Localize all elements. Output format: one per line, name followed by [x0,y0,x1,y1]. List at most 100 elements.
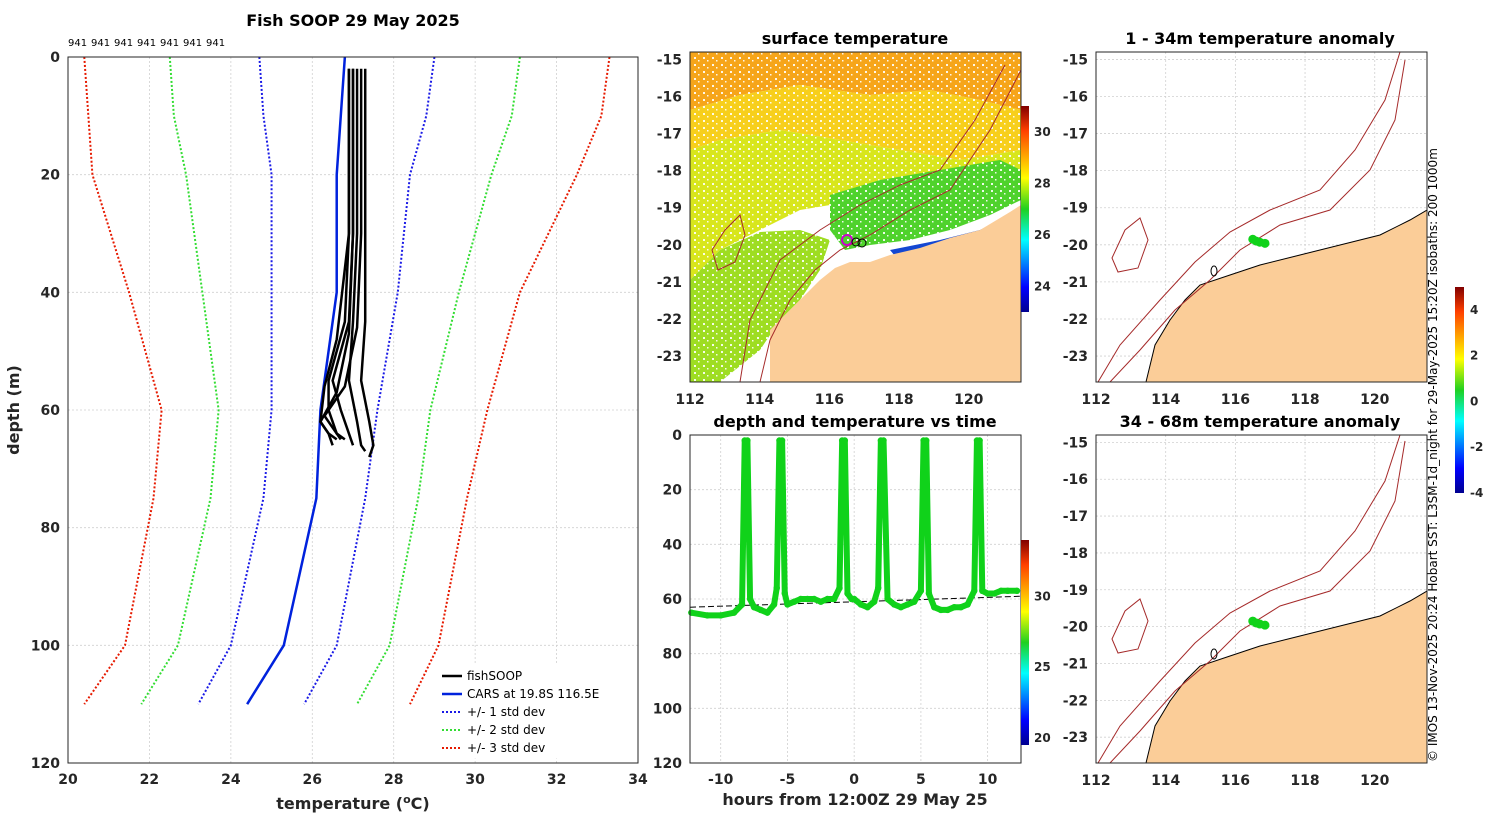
anomaly-1-isobath-1000 [1097,52,1401,382]
x-tick-label: -5 [780,772,796,788]
legend-label: +/- 2 std dev [467,723,545,737]
profile-id-label: 941 [68,38,87,49]
depth-time-point [841,437,849,444]
x-tick-label: 118 [1290,773,1319,789]
y-tick-label: -23 [1063,730,1088,746]
depth-time-point [790,598,798,605]
legend-label: +/- 3 std dev [467,741,545,755]
anomaly-2-island [1210,648,1218,660]
x-tick-label: 116 [815,392,844,408]
anomaly-1-ticks: 112 114 116 118 120 -15 -16 -17 -18 -19 -20 -21 -22 -… [1063,52,1390,408]
depth-time-colorbar [1021,540,1029,745]
anomaly-2-coastline [1145,590,1427,763]
depth-time-point [904,601,911,608]
x-tick-label: 120 [1360,392,1389,408]
profile-id-label: 941 [114,38,133,49]
credit-text: © IMOS 13-Nov-2025 20:24 Hobart SST: L3S… [1426,148,1440,762]
depth-time-point [717,612,724,619]
depth-time-panel: depth and temperature vs time -10 -5 0 5 100… [653,412,1051,809]
y-tick-label: -23 [1063,349,1088,365]
anomaly-2-title: 34 - 68m temperature anomaly [1120,412,1401,431]
y-tick-label: 120 [653,756,682,772]
series-line [83,56,163,705]
sst-colorbar-tick: 30 [1034,125,1051,139]
anomaly-2-axes-frame [1095,434,1428,764]
depth-time-point [984,590,991,597]
depth-time-colorbar-tick: 25 [1034,660,1051,674]
y-tick-label: 120 [31,756,60,772]
anomaly-colorbar-ticks: 4 2 0 -2 -4 [1470,303,1483,500]
depth-time-point [911,598,918,605]
y-tick-label: 0 [672,428,682,444]
sst-title: surface temperature [762,29,949,48]
series-line [197,56,273,705]
depth-time-point [979,587,986,594]
anomaly-point [1260,620,1270,630]
depth-time-point [850,595,858,603]
anomaly-colorbar-tick: 4 [1470,303,1478,317]
depth-time-point [917,587,925,594]
depth-time-point [931,604,938,611]
depth-time-point [951,604,958,611]
depth-time-point [704,612,711,619]
sst-track-marker [857,238,867,248]
anomaly-1-island [1210,265,1218,277]
depth-time-point [874,584,882,592]
depth-time-point [1004,587,1011,594]
y-tick-label: -20 [1063,238,1089,254]
x-tick-label: 114 [745,392,774,408]
depth-time-point [964,601,971,608]
depth-time-point [971,587,978,594]
anomaly-map-1-34m: 1 - 34m temperature anomaly 112 114 116 118… [1063,29,1428,408]
fishsoop-profiles [318,68,375,458]
depth-time-colorbar-tick: 20 [1034,731,1051,745]
depth-time-point [976,437,983,444]
depth-time-point [844,590,851,597]
depth-time-point [770,601,778,608]
depth-time-point [810,595,818,603]
y-tick-label: -15 [1063,52,1088,68]
sst-isobath-1000 [739,64,1006,382]
y-tick-label: -15 [657,52,682,68]
fishsoop-profile-line [322,68,363,441]
fishsoop-profile-line [319,68,351,446]
depth-time-point [937,606,945,614]
anomaly-1-plateau-isobath [1111,217,1149,273]
depth-time-point [817,598,824,605]
sst-isobath-200 [759,69,1021,382]
legend-label: CARS at 19.8S 116.5E [467,687,599,701]
x-tick-label: 10 [978,772,998,788]
series-line [140,56,220,705]
series-line [246,56,347,705]
y-tick-label: -19 [657,201,682,217]
x-tick-label: 114 [1151,773,1180,789]
x-tick-label: 112 [1081,392,1110,408]
y-tick-label: 60 [663,592,683,608]
depth-time-point [757,606,764,614]
y-tick-label: 20 [41,168,61,184]
depth-time-point [991,590,998,597]
y-tick-label: -19 [1063,201,1088,217]
depth-time-point [738,601,746,608]
x-tick-label: -10 [708,772,734,788]
y-tick-label: -15 [1063,435,1088,451]
x-tick-label: 5 [916,772,926,788]
series-line [356,56,521,705]
y-tick-label: -17 [1063,509,1088,525]
sst-colorbar-tick: 26 [1034,228,1051,242]
anomaly-1-axes-frame [1095,51,1428,383]
y-tick-label: -17 [657,127,682,143]
y-tick-label: -18 [657,164,682,180]
depth-time-point [897,604,905,611]
y-tick-label: -20 [1063,620,1089,636]
x-tick-label: 120 [954,392,983,408]
x-tick-label: 22 [140,772,159,788]
profile-axes-frame [67,56,639,764]
x-tick-label: 112 [675,392,704,408]
anomaly-colorbar [1455,287,1464,493]
depth-time-point [923,437,930,444]
x-tick-label: 20 [58,772,78,788]
sst-ticks: 112 114 116 118 120 -15 -16 -17 -18 -19 -20 -21 -22 -… [657,52,1051,408]
